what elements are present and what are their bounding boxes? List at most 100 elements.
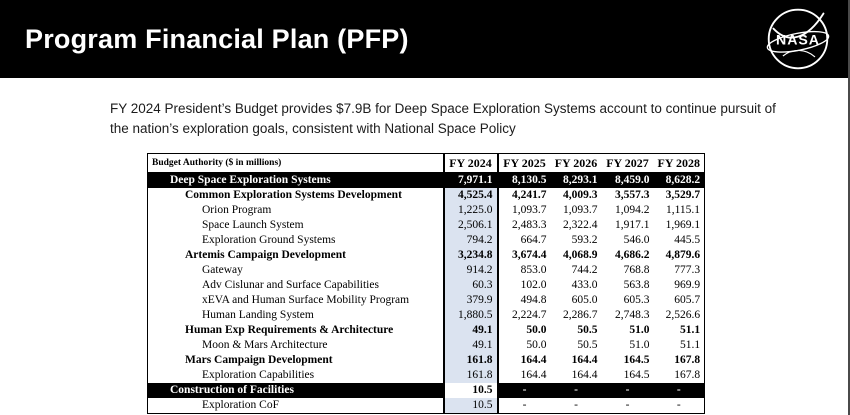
cell-fy2024: 10.5 — [442, 398, 499, 414]
row-label: Deep Space Exploration Systems — [170, 174, 331, 186]
cell-fy2028: 167.8 — [674, 354, 701, 366]
row-label: Moon & Mars Architecture — [202, 339, 328, 351]
cell-fy2025: - — [522, 399, 527, 411]
row-label: Human Landing System — [202, 309, 314, 321]
column-header-fy-2028: FY 2028 — [653, 153, 705, 173]
cell-fy2025: 50.0 — [526, 324, 547, 336]
row-label: Adv Cislunar and Surface Capabilities — [202, 279, 379, 291]
column-header-fy-2025: FY 2025 — [497, 153, 551, 173]
cell-fy2025: 2,224.7 — [512, 309, 547, 321]
cell-fy2025: 2,483.3 — [512, 219, 547, 231]
cell-fy2027: 1,917.1 — [615, 219, 650, 231]
cell-fy2024: 161.8 — [442, 368, 499, 383]
cell-fy2028: 167.8 — [674, 369, 701, 381]
cell-fy2027: 4,686.2 — [615, 249, 650, 261]
nasa-logo-icon: NASA — [766, 8, 830, 70]
cell-fy2024: 1,880.5 — [442, 308, 499, 323]
cell-fy2026: 50.5 — [577, 339, 598, 351]
cell-fy2026: 744.2 — [571, 264, 598, 276]
cell-fy2026: 8,293.1 — [563, 174, 598, 186]
row-label: Mars Campaign Development — [185, 354, 333, 366]
table-header-row: Budget Authority ($ in millions) FY 2024… — [147, 153, 705, 173]
table-corner-header: Budget Authority ($ in millions) — [147, 153, 444, 173]
table-row: Space Launch System 2,506.1 2,483.3 2,322.4… — [148, 218, 705, 233]
cell-fy2026: 164.4 — [571, 369, 598, 381]
cell-fy2027: 2,748.3 — [615, 309, 650, 321]
cell-fy2028: - — [676, 399, 681, 411]
slide-subtitle: FY 2024 President’s Budget provides $7.9… — [110, 101, 776, 137]
column-header-fy-2026: FY 2026 — [550, 153, 602, 173]
cell-fy2027: 164.5 — [623, 354, 650, 366]
cell-fy2025: 664.7 — [520, 234, 547, 246]
cell-fy2027: 164.5 — [623, 369, 650, 381]
cell-fy2027: 8,459.0 — [615, 174, 650, 186]
table-row: Adv Cislunar and Surface Capabilities 60.… — [148, 278, 705, 293]
cell-fy2024: 914.2 — [442, 263, 499, 278]
cell-fy2027: - — [625, 399, 630, 411]
cell-fy2024: 7,971.1 — [442, 172, 499, 188]
row-label: xEVA and Human Surface Mobility Program — [202, 294, 410, 306]
cell-fy2024: 794.2 — [442, 233, 499, 248]
cell-fy2026: 4,068.9 — [563, 249, 598, 261]
cell-fy2024: 2,506.1 — [442, 218, 499, 233]
cell-fy2026: 605.0 — [571, 294, 598, 306]
cell-fy2026: 4,009.3 — [563, 189, 598, 201]
cell-fy2025: - — [522, 384, 527, 396]
cell-fy2028: 2,526.6 — [665, 309, 701, 321]
cell-fy2025: 4,241.7 — [512, 189, 547, 201]
cell-fy2026: 50.5 — [577, 324, 598, 336]
cell-fy2028: 969.9 — [674, 279, 701, 291]
cell-fy2027: 51.0 — [629, 339, 650, 351]
cell-fy2024: 161.8 — [442, 353, 499, 368]
cell-fy2025: 102.0 — [520, 279, 547, 291]
column-header-fy-2024: FY 2024 — [442, 153, 499, 173]
cell-fy2027: 51.0 — [629, 324, 650, 336]
cell-fy2025: 3,674.4 — [512, 249, 547, 261]
cell-fy2028: 51.1 — [679, 339, 701, 351]
row-label: Construction of Facilities — [170, 384, 294, 396]
table-row: Exploration Ground Systems 794.2 664.7 593.… — [148, 233, 705, 248]
table-row: Deep Space Exploration Systems 7,971.1 8,1… — [147, 172, 705, 188]
table-row: xEVA and Human Surface Mobility Program 3… — [148, 293, 705, 308]
row-label: Exploration CoF — [202, 399, 279, 411]
cell-fy2027: - — [625, 384, 630, 396]
row-label: Exploration Ground Systems — [202, 234, 336, 246]
cell-fy2028: 445.5 — [674, 234, 701, 246]
row-label: Orion Program — [202, 204, 272, 216]
cell-fy2024: 49.1 — [442, 338, 499, 353]
cell-fy2026: 1,093.7 — [563, 204, 598, 216]
cell-fy2028: 605.7 — [674, 294, 701, 306]
cell-fy2027: 1,094.2 — [615, 204, 650, 216]
row-label: Common Exploration Systems Development — [185, 189, 402, 201]
cell-fy2024: 3,234.8 — [442, 248, 499, 263]
row-label: Gateway — [202, 264, 243, 276]
row-label: Human Exp Requirements & Architecture — [185, 324, 394, 336]
cell-fy2026: 433.0 — [571, 279, 598, 291]
svg-text:NASA: NASA — [776, 33, 820, 49]
cell-fy2025: 494.8 — [520, 294, 547, 306]
cell-fy2028: 777.3 — [674, 264, 701, 276]
cell-fy2028: 4,879.6 — [665, 249, 701, 261]
row-label: Artemis Campaign Development — [185, 249, 346, 261]
cell-fy2028: 1,115.1 — [665, 204, 701, 216]
table-row: Orion Program 1,225.0 1,093.7 1,093.7 1,094.… — [148, 203, 705, 218]
cell-fy2026: 593.2 — [571, 234, 598, 246]
cell-fy2025: 164.4 — [520, 354, 547, 366]
table-row: Gateway 914.2 853.0 744.2 768.8 777.3 — [148, 263, 705, 278]
cell-fy2025: 853.0 — [520, 264, 547, 276]
cell-fy2024: 60.3 — [442, 278, 499, 293]
cell-fy2026: 164.4 — [571, 354, 598, 366]
cell-fy2025: 8,130.5 — [512, 174, 547, 186]
cell-fy2024: 379.9 — [442, 293, 499, 308]
table-row: Moon & Mars Architecture 49.1 50.0 50.5 51.0… — [148, 338, 705, 353]
cell-fy2028: 51.1 — [679, 324, 701, 336]
cell-fy2027: 605.3 — [623, 294, 650, 306]
cell-fy2027: 3,557.3 — [615, 189, 650, 201]
table-row: Mars Campaign Development 161.8 164.4 164.4… — [148, 353, 705, 368]
table-row: Artemis Campaign Development 3,234.8 3,674… — [148, 248, 705, 263]
row-label: Space Launch System — [202, 219, 304, 231]
column-header-fy-2027: FY 2027 — [601, 153, 654, 173]
slide-header: Program Financial Plan (PFP) NASA — [0, 0, 848, 78]
cell-fy2028: - — [676, 384, 681, 396]
